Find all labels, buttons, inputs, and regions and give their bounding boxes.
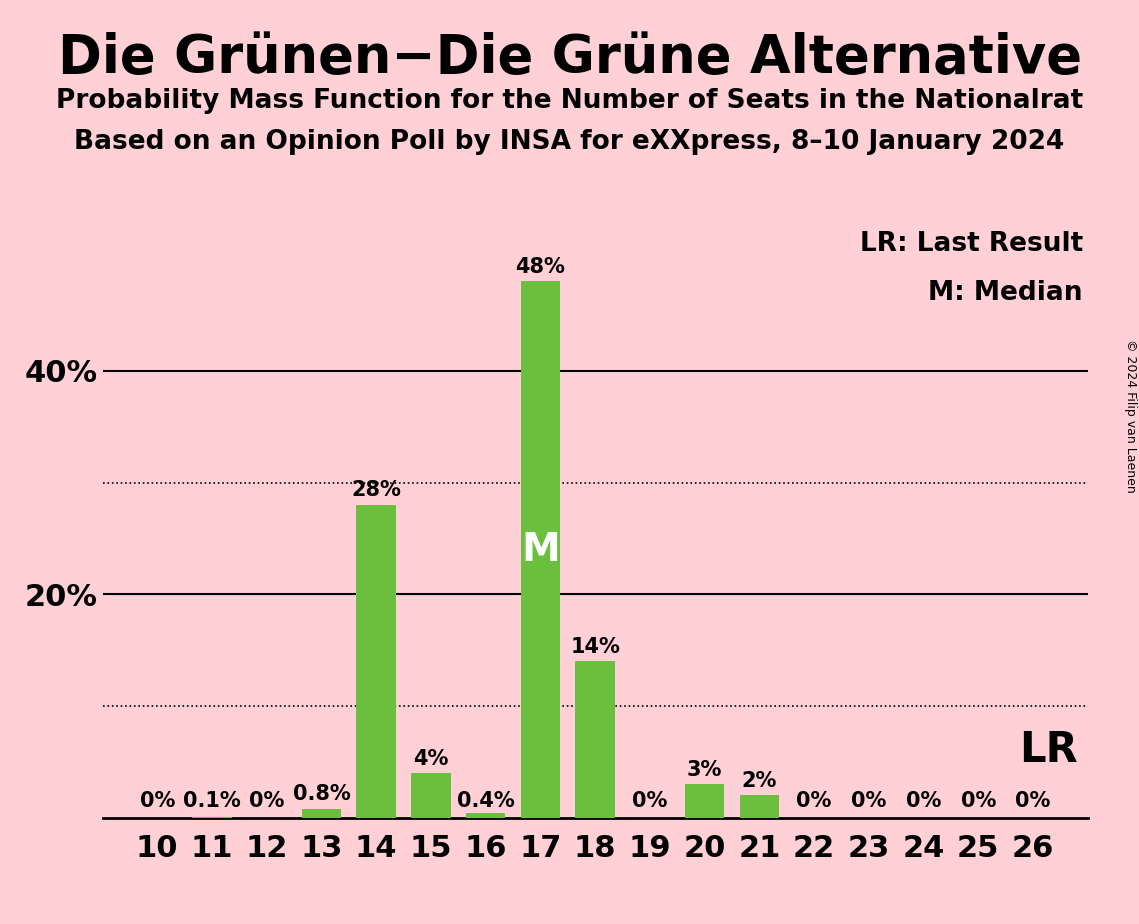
Text: 0%: 0% [906, 791, 941, 811]
Text: 28%: 28% [351, 480, 401, 501]
Text: 0%: 0% [851, 791, 886, 811]
Text: 0%: 0% [140, 791, 175, 811]
Text: Die Grünen−Die Grüne Alternative: Die Grünen−Die Grüne Alternative [57, 32, 1082, 84]
Text: 0%: 0% [796, 791, 831, 811]
Bar [521, 282, 560, 818]
Text: 3%: 3% [687, 760, 722, 780]
Text: M: Median: M: Median [928, 280, 1083, 306]
Bar [302, 808, 342, 818]
Text: 0%: 0% [249, 791, 285, 811]
Bar [466, 813, 506, 818]
Text: 0.1%: 0.1% [183, 791, 240, 811]
Bar [685, 784, 724, 818]
Bar [575, 662, 615, 818]
Text: 2%: 2% [741, 771, 777, 791]
Bar [411, 773, 451, 818]
Text: Based on an Opinion Poll by INSA for eXXpress, 8–10 January 2024: Based on an Opinion Poll by INSA for eXX… [74, 129, 1065, 155]
Text: 0%: 0% [1015, 791, 1050, 811]
Text: © 2024 Filip van Laenen: © 2024 Filip van Laenen [1124, 339, 1137, 492]
Text: M: M [521, 530, 559, 568]
Text: LR: Last Result: LR: Last Result [860, 231, 1083, 257]
Bar [739, 796, 779, 818]
Text: 0.8%: 0.8% [293, 784, 351, 804]
Bar [357, 505, 396, 818]
Text: LR: LR [1019, 729, 1077, 772]
Bar [192, 817, 231, 818]
Text: Probability Mass Function for the Number of Seats in the Nationalrat: Probability Mass Function for the Number… [56, 88, 1083, 114]
Text: 0.4%: 0.4% [457, 791, 515, 811]
Text: 48%: 48% [516, 257, 565, 277]
Text: 0%: 0% [960, 791, 995, 811]
Text: 4%: 4% [413, 748, 449, 769]
Text: 14%: 14% [571, 637, 620, 657]
Text: 0%: 0% [632, 791, 667, 811]
